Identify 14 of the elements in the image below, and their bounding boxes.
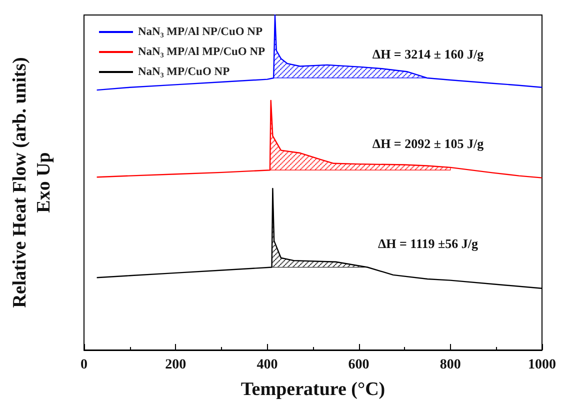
y-axis-title: Relative Heat Flow (arb. units) Exo Up (10, 57, 54, 308)
x-tick-label: 0 (80, 358, 88, 372)
x-tick-label: 600 (348, 358, 370, 372)
x-tick-label: 200 (165, 358, 186, 372)
x-tick-label: 1000 (528, 358, 556, 372)
annotation: ΔH = 1119 ±56 J/g (378, 236, 478, 251)
x-axis-title: Temperature (°C) (240, 379, 386, 400)
annotation: ΔH = 2092 ± 105 J/g (372, 136, 484, 151)
x-tick-label: 800 (440, 358, 461, 372)
legend-label: NaN₃ MP/Al NP/CuO NP (138, 26, 263, 38)
legend-label: NaN₃ MP/Al MP/CuO NP (138, 46, 266, 58)
legend-label: NaN₃ MP/CuO NP (138, 66, 230, 78)
annotation: ΔH = 3214 ± 160 J/g (372, 46, 484, 62)
x-tick-label: 400 (256, 358, 278, 372)
